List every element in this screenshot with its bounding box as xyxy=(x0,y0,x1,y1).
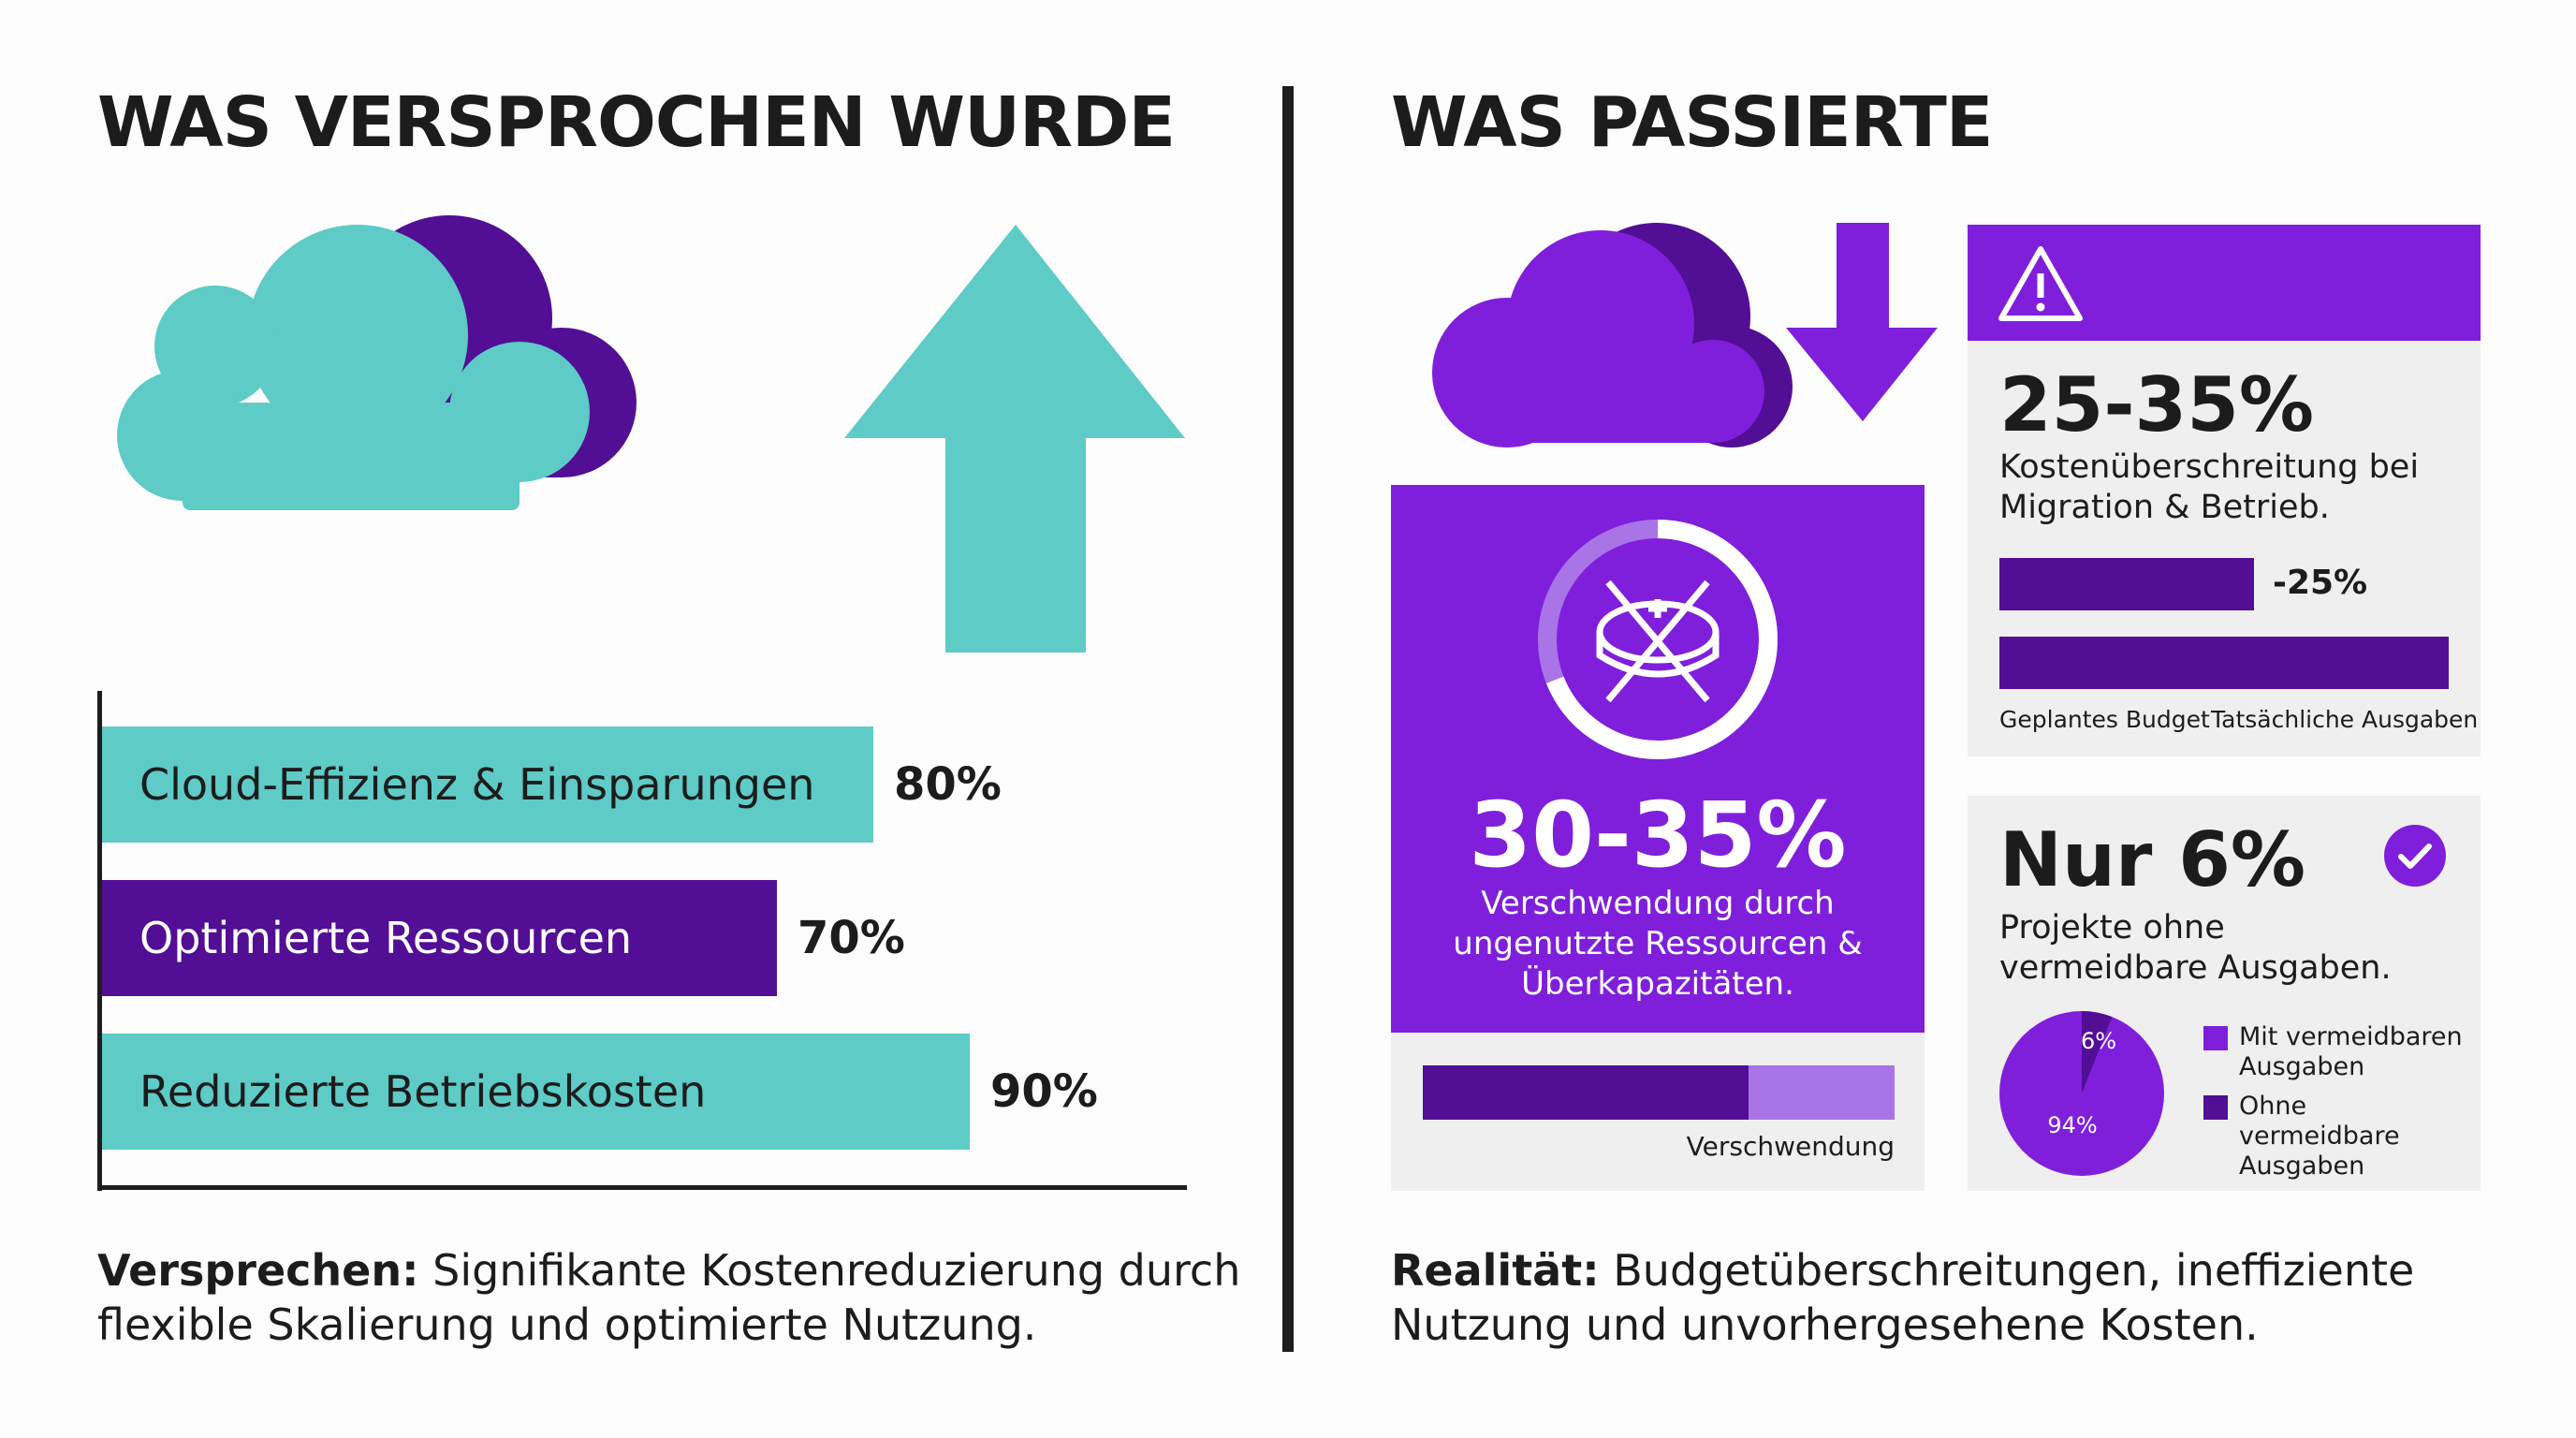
pie-slice-without xyxy=(2082,1011,2113,1093)
right-title: WAS PASSIERTE xyxy=(1391,82,1993,163)
promise-bar-value: 80% xyxy=(894,758,1002,811)
x-axis xyxy=(97,1185,1187,1190)
arrow-up-icon xyxy=(844,225,1185,653)
promise-bar-value: 70% xyxy=(798,912,905,964)
projects-value: Nur 6% xyxy=(1999,816,2306,903)
projects-card: Nur 6% Projekte ohne vermeidbare Ausgabe… xyxy=(1968,796,2481,1191)
no-server-icon xyxy=(1596,580,1720,703)
waste-bar-label: Verschwendung xyxy=(1686,1131,1895,1162)
right-caption: Realität: Budgetüberschreitungen, ineffi… xyxy=(1391,1243,2533,1352)
projects-pie-chart: 6% 94% xyxy=(1999,1011,2164,1176)
pie-label-large: 94% xyxy=(2047,1112,2097,1138)
promise-bar-label: Optimierte Ressourcen xyxy=(139,913,633,963)
promise-bar: Optimierte Ressourcen xyxy=(102,880,777,996)
waste-ring-gauge xyxy=(1538,520,1778,759)
cloud-icon xyxy=(117,215,637,510)
promise-bar-label: Cloud-Effizienz & Einsparungen xyxy=(139,759,815,810)
waste-value: 30-35% xyxy=(1469,783,1847,888)
divider xyxy=(1282,86,1294,1352)
legend-swatch-without xyxy=(2203,1095,2228,1120)
projects-text: Projekte ohne vermeidbare Ausgaben. xyxy=(1999,909,2392,987)
right-caption-text: Budgetüberschreitungen, ineffiziente Nut… xyxy=(1391,1245,2415,1350)
waste-bar-track xyxy=(1423,1065,1895,1120)
overrun-text: Kostenüberschreitung bei Migration & Bet… xyxy=(1999,448,2420,526)
waste-bar-fill xyxy=(1423,1065,1749,1120)
warning-icon xyxy=(1998,246,2083,321)
waste-text: Verschwendung durch ungenutzte Ressource… xyxy=(1453,885,1863,1003)
actual-spend-bar xyxy=(1999,637,2449,689)
waste-card: 30-35% Verschwendung durch ungenutzte Re… xyxy=(1391,485,1925,1191)
overrun-value: 25-35% xyxy=(1999,361,2315,448)
label-planned: Geplantes Budget xyxy=(1999,706,2210,733)
check-icon xyxy=(2384,825,2446,887)
left-caption: Versprechen: Signifikante Kostenreduzier… xyxy=(97,1243,1249,1352)
label-actual: Tatsächliche Ausgaben xyxy=(2211,706,2479,733)
legend-without: Ohne vermeidbare Ausgaben xyxy=(2239,1092,2400,1181)
promise-bar-value: 90% xyxy=(990,1065,1098,1118)
promise-bar: Cloud-Effizienz & Einsparungen xyxy=(102,726,873,843)
legend-with: Mit vermeidbaren Ausgaben xyxy=(2239,1022,2463,1081)
y-axis xyxy=(97,691,102,1191)
planned-budget-bar xyxy=(1999,558,2254,610)
legend-swatch-with xyxy=(2203,1026,2228,1050)
promise-bar: Reduzierte Betriebskosten xyxy=(102,1034,970,1150)
right-caption-label: Realität: xyxy=(1391,1245,1600,1296)
overrun-card-header xyxy=(1968,225,2481,341)
left-caption-text: Signifikante Kostenreduzierung durch fle… xyxy=(97,1245,1241,1350)
promise-bar-label: Reduzierte Betriebskosten xyxy=(139,1066,707,1117)
left-title: WAS VERSPROCHEN WURDE xyxy=(97,82,1176,163)
cloud-down-icon xyxy=(1432,223,1938,448)
overrun-card: 25-35% Kostenüberschreitung bei Migratio… xyxy=(1968,225,2481,756)
overrun-delta: -25% xyxy=(2273,564,2368,602)
left-caption-label: Versprechen: xyxy=(97,1245,419,1296)
pie-label-small: 6% xyxy=(2081,1028,2116,1054)
